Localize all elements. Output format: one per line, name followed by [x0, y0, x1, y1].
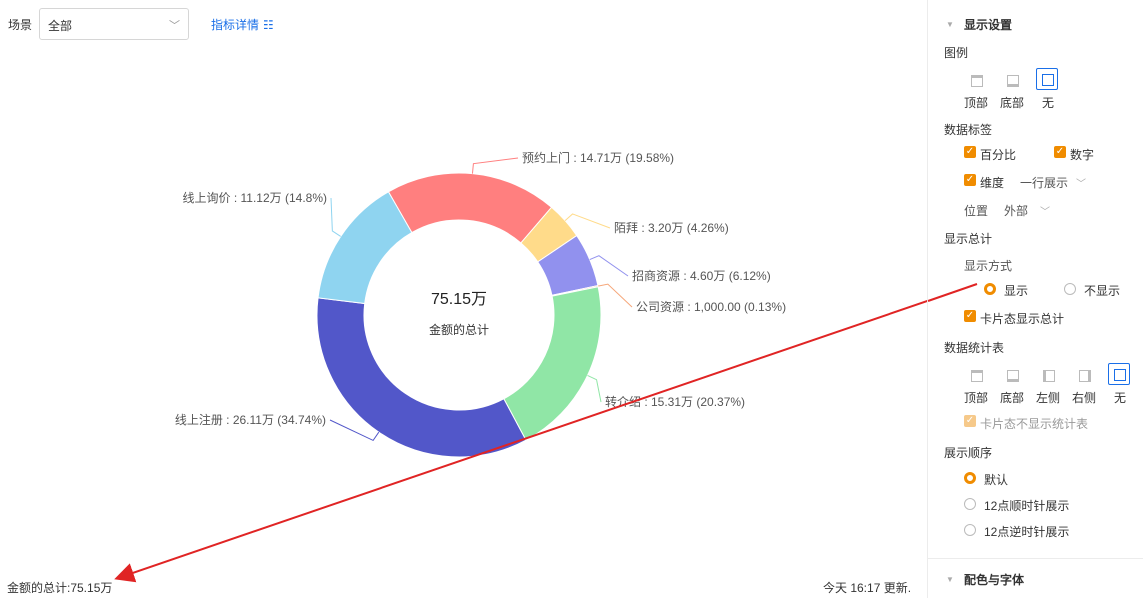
color-font-title[interactable]: 配色与字体 [964, 573, 1025, 587]
stats-right-label: 右侧 [1072, 391, 1097, 405]
layout-top-icon [971, 370, 983, 382]
slice-0[interactable] [387, 172, 553, 244]
stats-bottom-option[interactable] [1001, 364, 1023, 386]
stats-right-option[interactable] [1073, 364, 1095, 386]
data-label-5: 线上注册 : 26.11万 (34.74%) [175, 412, 326, 427]
leader-line-4 [587, 374, 602, 403]
order-clockwise-label: 12点顺时针展示 [984, 499, 1070, 513]
percent-checkbox[interactable]: ✓ [964, 146, 976, 158]
data-label-1: 陌拜 : 3.20万 (4.26%) [614, 221, 729, 235]
panel-divider [928, 558, 1143, 559]
layout-bottom-icon [1007, 370, 1019, 382]
legend-title: 图例 [944, 46, 969, 60]
annotation-arrow [114, 300, 927, 583]
order-clockwise-radio[interactable] [964, 498, 976, 510]
order-counterclockwise-label: 12点逆时针展示 [984, 525, 1070, 539]
number-label: 数字 [1070, 148, 1095, 162]
hide-total-radio-label: 不显示 [1084, 284, 1121, 298]
layout-top-icon [971, 75, 983, 87]
scene-filter-label: 场景 [8, 18, 33, 32]
data-label-6: 线上询价 : 11.12万 (14.8%) [183, 191, 328, 205]
footer-update-time: 今天 16:17 更新. [823, 581, 912, 595]
data-label-4: 转介绍 : 15.31万 (20.37%) [605, 394, 745, 409]
center-total-value: 75.15万 [431, 291, 487, 308]
legend-none-option[interactable] [1036, 68, 1058, 90]
data-labels-title: 数据标签 [944, 123, 993, 137]
order-default-label: 默认 [984, 473, 1009, 487]
footer-total: 金额的总计:75.15万 [7, 581, 113, 595]
position-label: 位置 [964, 204, 989, 218]
stats-left-option[interactable] [1037, 364, 1059, 386]
list-icon: ☷ [263, 18, 274, 32]
stats-table-title: 数据统计表 [944, 341, 1005, 355]
leader-line-1 [564, 213, 611, 229]
order-counterclockwise-radio[interactable] [964, 524, 976, 536]
scene-select[interactable]: 全部 ﹀ [39, 8, 189, 40]
leader-line-5 [329, 419, 380, 442]
stats-left-label: 左侧 [1036, 391, 1061, 405]
layout-left-icon [1043, 370, 1055, 382]
chart-area: 场景 全部 ﹀ 指标详情 ☷ 预约上门 : 14.71万 (19.58%) 陌拜 :… [7, 8, 927, 595]
show-total-radio-label: 显示 [1004, 284, 1029, 298]
show-total-title: 显示总计 [944, 232, 993, 246]
display-order-title: 展示顺序 [944, 446, 993, 460]
layout-none-icon [1042, 74, 1054, 86]
card-hide-stats-label: 卡片态不显示统计表 [980, 417, 1089, 431]
legend-bottom-option[interactable] [1001, 69, 1023, 91]
number-checkbox[interactable]: ✓ [1054, 146, 1066, 158]
leader-line-3 [597, 283, 633, 308]
percent-label: 百分比 [980, 148, 1017, 162]
metric-detail-label: 指标详情 [211, 18, 260, 32]
chevron-down-icon[interactable]: ﹀ [1040, 207, 1050, 218]
display-settings-title: 显示设置 [964, 18, 1013, 32]
stats-none-option[interactable] [1108, 363, 1130, 385]
legend-none-label: 无 [1042, 96, 1055, 110]
scene-select-value: 全部 [48, 19, 73, 33]
data-label-2: 招商资源 : 4.60万 (6.12%) [632, 268, 771, 283]
stats-top-option[interactable] [965, 364, 987, 386]
stats-bottom-label: 底部 [1000, 391, 1025, 405]
collapse-arrow-icon[interactable]: ▼ [946, 20, 954, 29]
layout-none-icon [1114, 369, 1126, 381]
slice-6[interactable] [317, 191, 413, 305]
leader-line-6 [330, 197, 341, 237]
slice-5[interactable] [316, 297, 527, 458]
donut-chart: 预约上门 : 14.71万 (19.58%) 陌拜 : 3.20万 (4.26%)… [114, 150, 927, 583]
expand-arrow-icon[interactable]: ▼ [946, 575, 954, 584]
settings-panel: ▼ 显示设置 图例 顶部 底部 无 数据标签 ✓ 百分比 ✓ 数字 ✓ 维度 一… [927, 0, 1143, 598]
show-mode-label: 显示方式 [964, 259, 1013, 273]
leader-line-2 [589, 255, 629, 277]
card-hide-stats-checkbox[interactable]: ✓ [964, 415, 976, 427]
stats-top-label: 顶部 [964, 391, 989, 405]
layout-right-icon [1079, 370, 1091, 382]
center-total-label: 金额的总计 [429, 322, 489, 337]
data-label-0: 预约上门 : 14.71万 (19.58%) [522, 150, 674, 165]
leader-line-0 [471, 157, 519, 174]
chevron-down-icon: ﹀ [169, 20, 180, 32]
metric-detail-link[interactable]: 指标详情 ☷ [211, 16, 274, 33]
legend-top-option[interactable] [965, 69, 987, 91]
order-default-radio[interactable] [964, 472, 976, 484]
dimension-checkbox[interactable]: ✓ [964, 174, 976, 186]
legend-top-label: 顶部 [964, 96, 989, 110]
card-total-label: 卡片态显示总计 [980, 312, 1065, 326]
legend-bottom-label: 底部 [1000, 96, 1025, 110]
position-select[interactable]: 外部 [1004, 204, 1029, 218]
show-total-radio[interactable] [984, 283, 996, 295]
card-total-checkbox[interactable]: ✓ [964, 310, 976, 322]
layout-bottom-icon [1007, 75, 1019, 87]
chevron-down-icon[interactable]: ﹀ [1076, 179, 1086, 190]
dimension-mode-select[interactable]: 一行展示 [1020, 176, 1069, 190]
hide-total-radio[interactable] [1064, 283, 1076, 295]
data-label-3: 公司资源 : 1,000.00 (0.13%) [636, 300, 786, 314]
dimension-label: 维度 [980, 176, 1005, 190]
stats-none-label: 无 [1114, 391, 1127, 405]
